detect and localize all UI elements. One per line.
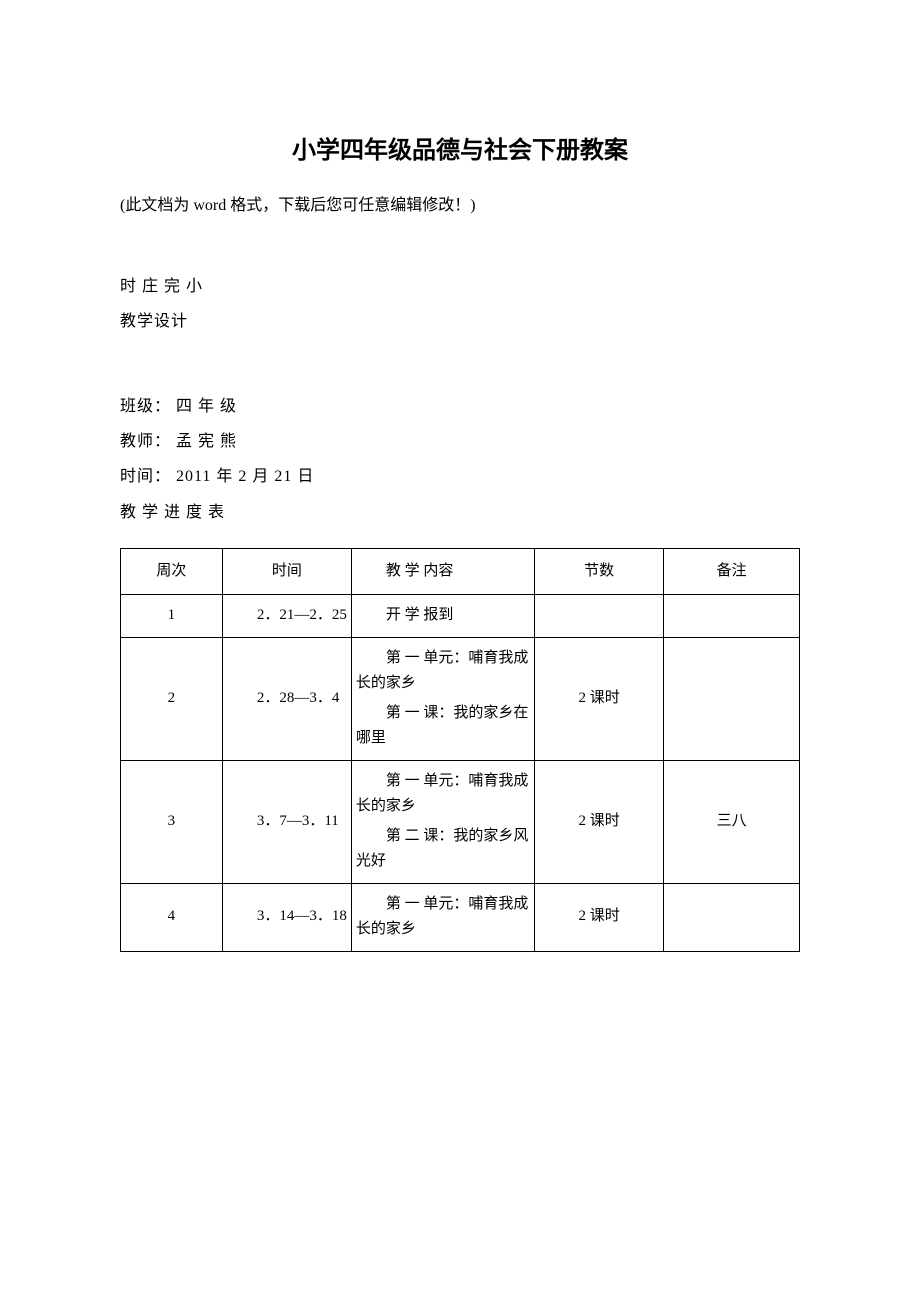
cell-periods: 2 课时 [535,883,664,951]
teacher-line: 教师： 孟 宪 熊 [120,424,800,459]
time-label: 时间： [120,468,171,485]
table-header-row: 周次 时间 教 学 内容 节数 备注 [121,548,800,595]
table-row: 3 3．7—3．11 第 一 单元：哺育我成长的家乡 第 二 课：我的家乡风光好… [121,760,800,883]
cell-periods [535,595,664,638]
school-info-block: 时 庄 完 小 教学设计 [120,269,800,339]
class-label: 班级： [120,398,171,415]
table-row: 2 2．28—3．4 第 一 单元：哺育我成长的家乡 第 一 课：我的家乡在哪里… [121,637,800,760]
header-periods: 节数 [535,548,664,595]
cell-week: 1 [121,595,223,638]
cell-notes [664,595,800,638]
header-notes: 备注 [664,548,800,595]
cell-content: 开 学 报到 [351,595,534,638]
class-value: 四 年 级 [176,398,237,415]
cell-content: 第 一 单元：哺育我成长的家乡 第 二 课：我的家乡风光好 [351,760,534,883]
schedule-title: 教 学 进 度 表 [120,495,800,530]
header-content: 教 学 内容 [351,548,534,595]
cell-content: 第 一 单元：哺育我成长的家乡 第 一 课：我的家乡在哪里 [351,637,534,760]
cell-week: 3 [121,760,223,883]
document-note: (此文档为 word 格式，下载后您可任意编辑修改！) [120,193,800,219]
cell-week: 2 [121,637,223,760]
cell-periods: 2 课时 [535,760,664,883]
school-name: 时 庄 完 小 [120,269,800,304]
meta-block: 班级： 四 年 级 教师： 孟 宪 熊 时间： 2011 年 2 月 21 日 … [120,389,800,530]
cell-notes [664,637,800,760]
time-value: 2011 年 2 月 21 日 [176,468,314,485]
table-row: 4 3．14—3．18 第 一 单元：哺育我成长的家乡 2 课时 [121,883,800,951]
cell-time: 3．14—3．18 [222,883,351,951]
cell-time: 2．28—3．4 [222,637,351,760]
class-line: 班级： 四 年 级 [120,389,800,424]
schedule-table: 周次 时间 教 学 内容 节数 备注 1 2．21—2．25 开 学 报到 2 … [120,548,800,952]
page-title: 小学四年级品德与社会下册教案 [120,130,800,165]
header-week: 周次 [121,548,223,595]
header-time: 时间 [222,548,351,595]
cell-notes [664,883,800,951]
teacher-label: 教师： [120,433,171,450]
cell-notes: 三八 [664,760,800,883]
teacher-value: 孟 宪 熊 [176,433,237,450]
cell-week: 4 [121,883,223,951]
table-row: 1 2．21—2．25 开 学 报到 [121,595,800,638]
cell-content: 第 一 单元：哺育我成长的家乡 [351,883,534,951]
cell-periods: 2 课时 [535,637,664,760]
cell-time: 3．7—3．11 [222,760,351,883]
design-label: 教学设计 [120,304,800,339]
cell-time: 2．21—2．25 [222,595,351,638]
time-line: 时间： 2011 年 2 月 21 日 [120,459,800,494]
